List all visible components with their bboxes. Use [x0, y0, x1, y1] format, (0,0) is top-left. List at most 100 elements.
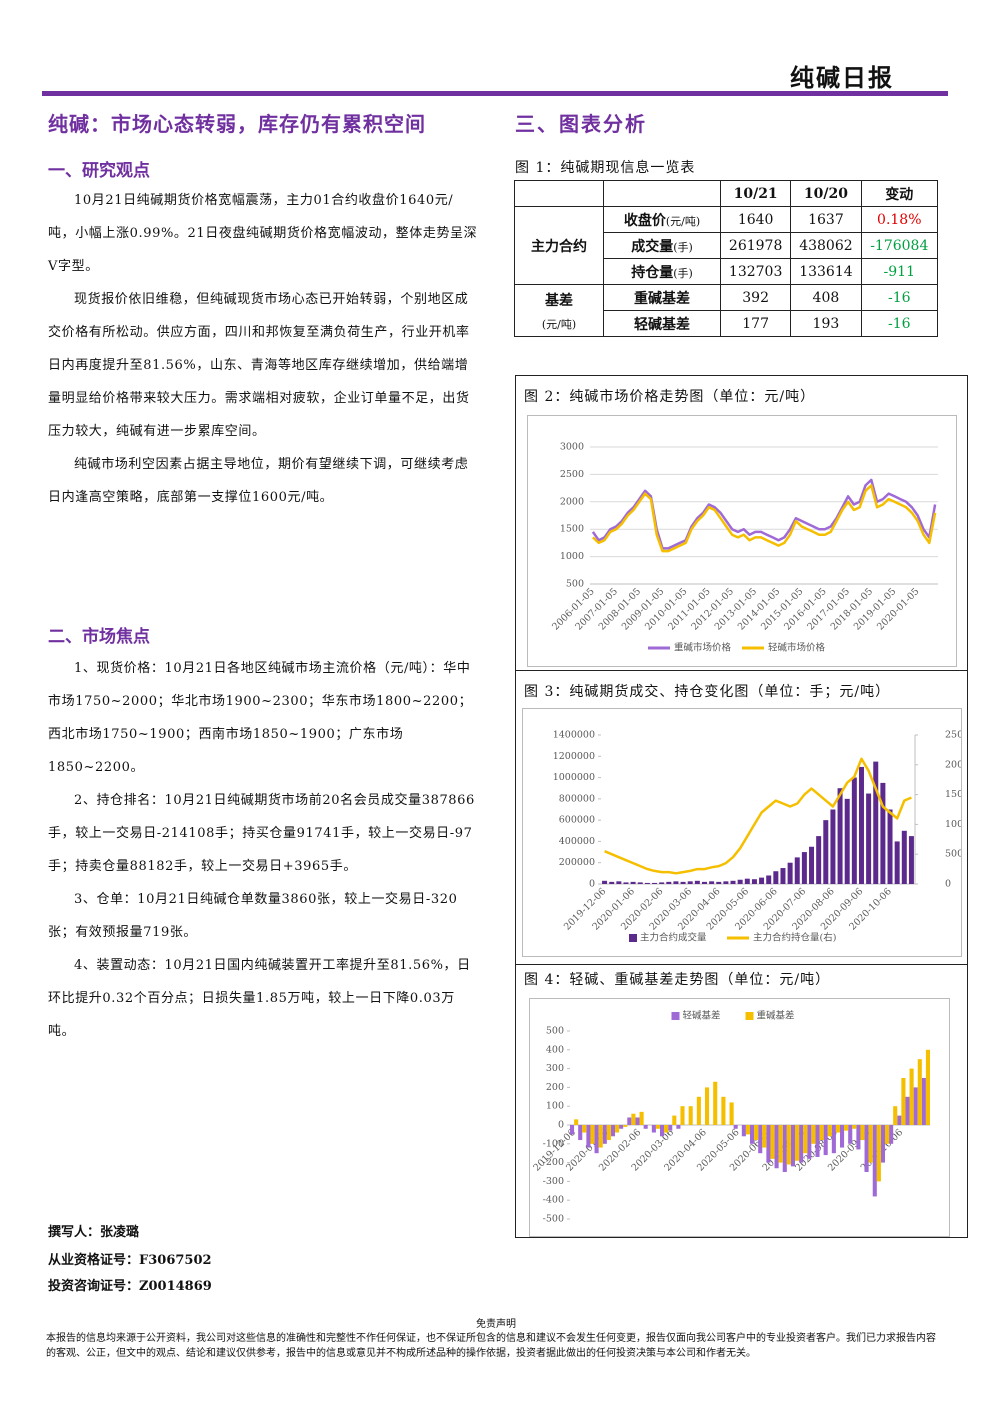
bar	[651, 1125, 656, 1133]
bar	[766, 875, 772, 884]
bar	[844, 798, 850, 884]
bar	[602, 1125, 607, 1144]
group-label: 基差	[545, 292, 573, 309]
divider	[515, 670, 967, 671]
bar	[744, 878, 750, 884]
cell: 193	[790, 310, 862, 337]
section-title: 二、市场焦点	[48, 627, 150, 647]
bar	[786, 1125, 791, 1165]
cell: 261978	[719, 232, 792, 259]
bar	[837, 788, 843, 884]
y2-tick-label: 50000	[945, 849, 962, 860]
author: 撰写人：张凌璐	[48, 1225, 140, 1240]
bar	[578, 1125, 583, 1141]
cell: 132703	[719, 258, 792, 285]
figure-caption: 图 2：纯碱市场价格走势图（单位：元/吨）	[524, 389, 816, 405]
bar	[770, 1125, 775, 1159]
bar	[750, 1125, 755, 1144]
cell: 1640	[719, 206, 792, 233]
bar	[737, 879, 743, 884]
bar	[570, 1125, 575, 1135]
bar	[680, 1106, 685, 1125]
bar	[807, 1125, 812, 1159]
y-tick-label: -400	[543, 1195, 564, 1206]
bar	[864, 1125, 869, 1172]
bar	[897, 1115, 902, 1125]
bar	[741, 1125, 746, 1137]
bar	[844, 1125, 849, 1131]
bar	[673, 881, 679, 884]
bar	[860, 1125, 865, 1141]
bar	[594, 1125, 599, 1154]
bar	[901, 830, 907, 884]
y-tick-label: 200	[546, 1082, 564, 1093]
chart: 0200000400000600000800000100000012000001…	[522, 708, 962, 957]
y-tick-label: 1500	[560, 524, 584, 535]
bar	[623, 1125, 628, 1127]
cell: -176084	[860, 232, 939, 259]
bar	[754, 1125, 759, 1141]
bar	[680, 881, 686, 884]
paragraph: 纯碱市场利空因素占据主导地位，期价有望继续下调，可继续考虑日内逢高空策略，底部第…	[48, 457, 469, 505]
bar	[688, 1106, 693, 1125]
y-tick-label: 1000000	[553, 772, 595, 783]
y-tick-label: 2000	[560, 496, 584, 507]
row-unit: (手)	[673, 266, 693, 280]
paragraph: 1、现货价格：10月21日各地区纯碱市场主流价格（元/吨）：华中市场1750~2…	[48, 661, 473, 775]
bar	[630, 881, 636, 884]
y2-tick-label: 250000	[945, 730, 962, 741]
bar	[696, 1096, 701, 1125]
group-unit: (元/吨)	[541, 317, 577, 331]
bar	[721, 1096, 726, 1125]
bar	[909, 1068, 914, 1125]
y2-tick-label: 0	[945, 879, 951, 890]
group-label: 主力合约	[514, 206, 604, 285]
y-tick-label: 0	[558, 1120, 564, 1131]
bar	[619, 1125, 624, 1129]
bar	[610, 1125, 615, 1137]
bar	[872, 1125, 877, 1197]
paragraph: 2、持仓排名：10月21日纯碱期货市场前20名会员成交量387866手，较上一交…	[48, 793, 475, 874]
figure-caption: 图 4：轻碱、重碱基差走势图（单位：元/吨）	[524, 972, 831, 988]
bar	[668, 1125, 673, 1131]
bar	[848, 1125, 853, 1144]
focus-text: 1、现货价格：10月21日各地区纯碱市场主流价格（元/吨）：华中市场1750~2…	[48, 652, 480, 1048]
legend-label: 轻碱基差	[683, 1010, 721, 1022]
column-header: 10/20	[790, 180, 862, 207]
cell: 177	[719, 310, 792, 337]
header-rule	[42, 91, 948, 96]
bar	[615, 1125, 620, 1133]
y-tick-label: -300	[543, 1176, 564, 1187]
bar	[730, 880, 736, 884]
y-tick-label: 800000	[559, 793, 595, 804]
y-tick-label: 0	[589, 879, 595, 890]
y-tick-label: 1200000	[553, 751, 595, 762]
legend-label: 轻碱市场价格	[768, 642, 826, 654]
bar	[889, 1125, 894, 1144]
bar	[672, 1115, 677, 1125]
bar	[609, 881, 615, 884]
cell: 392	[719, 284, 792, 311]
bar	[917, 1059, 922, 1125]
bar	[574, 1119, 579, 1125]
cell: 1637	[790, 206, 862, 233]
bar	[687, 881, 693, 884]
paragraph: 3、仓单：10月21日纯碱仓单数量3860张，较上一交易日-320张；有效预报量…	[48, 892, 458, 940]
y-tick-label: 400000	[559, 836, 595, 847]
bar	[659, 882, 665, 884]
bar	[831, 1125, 836, 1154]
bar	[858, 766, 864, 884]
bar	[590, 1125, 595, 1144]
row-label: 成交量	[631, 238, 674, 255]
bar	[582, 1125, 587, 1133]
y2-tick-label: 200000	[945, 759, 962, 770]
bar	[782, 1125, 787, 1172]
bar	[733, 1125, 738, 1129]
y-tick-label: -100	[543, 1138, 564, 1149]
bar	[901, 1078, 906, 1125]
y-tick-label: 3000	[560, 442, 584, 453]
bar	[705, 1087, 710, 1125]
y-tick-label: 1000	[560, 551, 584, 562]
bar	[751, 879, 757, 884]
y-tick-label: -500	[543, 1214, 564, 1225]
